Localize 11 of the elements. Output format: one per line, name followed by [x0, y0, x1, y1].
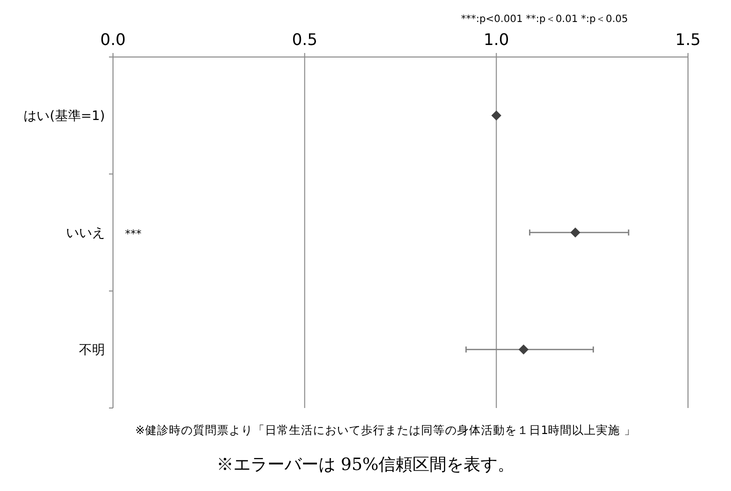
y-tick-label: はい(基準=1) [24, 109, 105, 124]
text: ***:p<0.001 **:p＜0.01 *:p＜0.05 [460, 14, 628, 25]
annotation: *** [125, 227, 142, 240]
y-tick-label: いいえ [66, 226, 105, 242]
text: ※健診時の質問票より「日常生活において歩行または同等の身体活動を１日1時間以上実施 」 [135, 423, 636, 437]
text: ※エラーバーは 95%信頼区間を表す。 [216, 455, 515, 475]
x-tick-label: 1.0 [484, 30, 510, 49]
x-tick-label: 0.5 [292, 30, 318, 49]
x-tick-label: 0.0 [100, 30, 126, 49]
y-tick-label: 不明 [79, 343, 105, 358]
x-tick-label: 1.5 [675, 30, 701, 49]
